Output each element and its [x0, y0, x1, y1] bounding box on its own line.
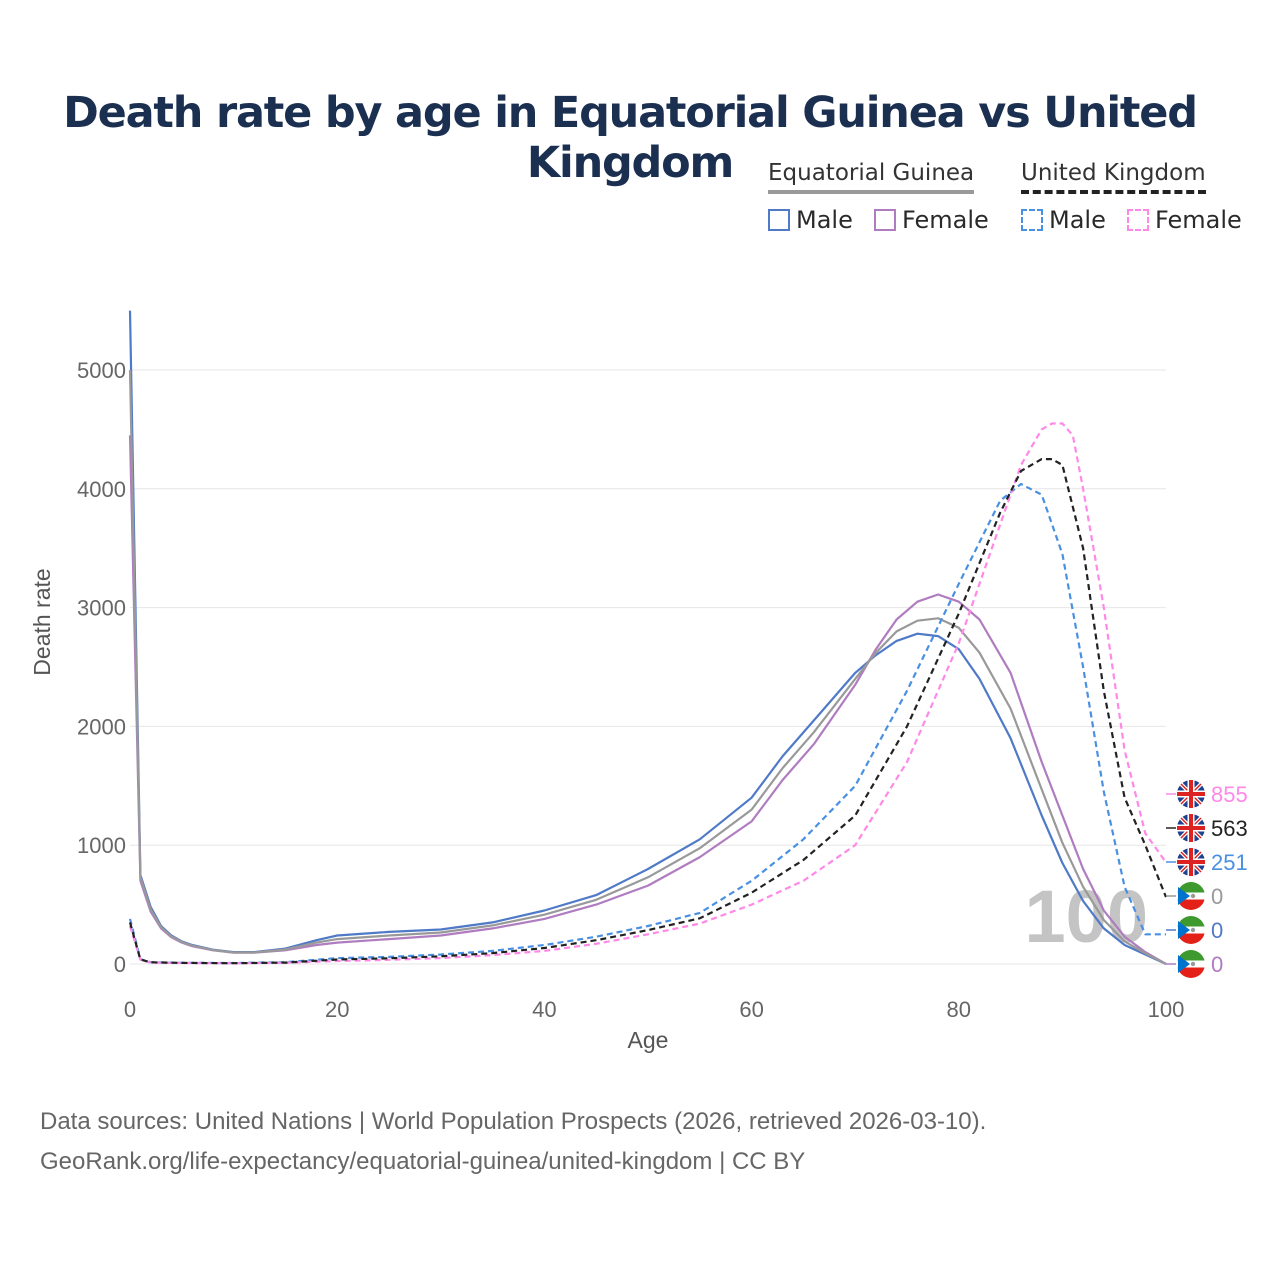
gq-flag-icon-emblem	[1190, 893, 1196, 899]
series-line-united-kingdom-female	[128, 422, 1167, 965]
watermark: 100	[1025, 875, 1148, 958]
end-label: 0	[1166, 916, 1223, 944]
series-line-united-kingdom-male	[128, 482, 1166, 965]
end-labels: 855 563 251 0 0 0	[1166, 780, 1248, 978]
y-tick-label: 3000	[77, 596, 126, 621]
end-label: 855	[1166, 780, 1248, 808]
end-label-value: 0	[1211, 884, 1223, 909]
legend-group-title: Equatorial Guinea	[768, 160, 975, 194]
footer-source: Data sources: United Nations | World Pop…	[40, 1108, 987, 1135]
end-label: 563	[1166, 814, 1248, 842]
line-chart: 100 0 1000 2000 3000 4000 5000 0 20 40 60 80 100 A…	[29, 310, 1248, 1053]
legend-item-label: Female	[1155, 206, 1242, 234]
legend-swatch	[874, 209, 896, 231]
x-tick-label: 20	[325, 997, 349, 1022]
y-tick-label: 2000	[77, 714, 126, 739]
end-label-value: 251	[1211, 850, 1248, 875]
legend-item-label: Male	[796, 206, 853, 234]
legend-swatch	[768, 209, 790, 231]
x-tick-label: 0	[124, 997, 136, 1022]
end-label-value: 0	[1211, 918, 1223, 943]
x-tick-label: 60	[739, 997, 763, 1022]
gq-flag-icon-emblem	[1190, 961, 1196, 967]
series-lines	[128, 310, 1168, 965]
gq-flag-icon-triangle	[1178, 921, 1190, 939]
x-tick-label: 100	[1148, 997, 1185, 1022]
end-label: 0	[1166, 950, 1223, 978]
x-tick-label: 80	[947, 997, 971, 1022]
legend-group-equatorial-guinea[interactable]: Equatorial Guinea Male Female	[768, 160, 989, 234]
footer-link[interactable]: GeoRank.org/life-expectancy/equatorial-g…	[40, 1148, 806, 1175]
legend-swatch	[1127, 209, 1149, 231]
series-line-equatorial-guinea-total	[128, 369, 1167, 965]
legend-swatch	[1021, 209, 1043, 231]
gq-flag-icon-emblem	[1190, 927, 1196, 933]
legend-item-male[interactable]: Male	[768, 206, 853, 234]
end-label-value: 855	[1211, 782, 1248, 807]
legend-item-male[interactable]: Male	[1021, 206, 1106, 234]
y-axis-label: Death rate	[29, 568, 55, 675]
x-axis-ticks: 0 20 40 60 80 100	[124, 997, 1184, 1022]
x-tick-label: 40	[532, 997, 556, 1022]
legend-group-united-kingdom[interactable]: United Kingdom Male Female	[1021, 160, 1251, 234]
legend-item-female[interactable]: Female	[1127, 206, 1242, 234]
y-tick-label: 0	[114, 952, 126, 977]
gq-flag-icon-triangle	[1178, 887, 1190, 905]
y-tick-label: 4000	[77, 477, 126, 502]
chart-title: Death rate by age in Equatorial Guinea v…	[63, 88, 1198, 188]
end-label: 0	[1166, 882, 1223, 910]
gridlines	[130, 369, 1166, 965]
y-tick-label: 5000	[77, 358, 126, 383]
legend-item-label: Male	[1049, 206, 1106, 234]
end-label-value: 0	[1211, 952, 1223, 977]
end-label: 251	[1166, 848, 1248, 876]
series-line-equatorial-guinea-female	[128, 435, 1167, 965]
y-tick-label: 1000	[77, 833, 126, 858]
legend-group-title: United Kingdom	[1021, 160, 1206, 194]
legend-item-female[interactable]: Female	[874, 206, 989, 234]
x-axis-label: Age	[628, 1027, 669, 1053]
gq-flag-icon-triangle	[1178, 955, 1190, 973]
legend-item-label: Female	[902, 206, 989, 234]
end-label-value: 563	[1211, 816, 1248, 841]
y-axis-ticks: 0 1000 2000 3000 4000 5000	[77, 358, 126, 977]
series-line-equatorial-guinea-male	[128, 310, 1167, 965]
